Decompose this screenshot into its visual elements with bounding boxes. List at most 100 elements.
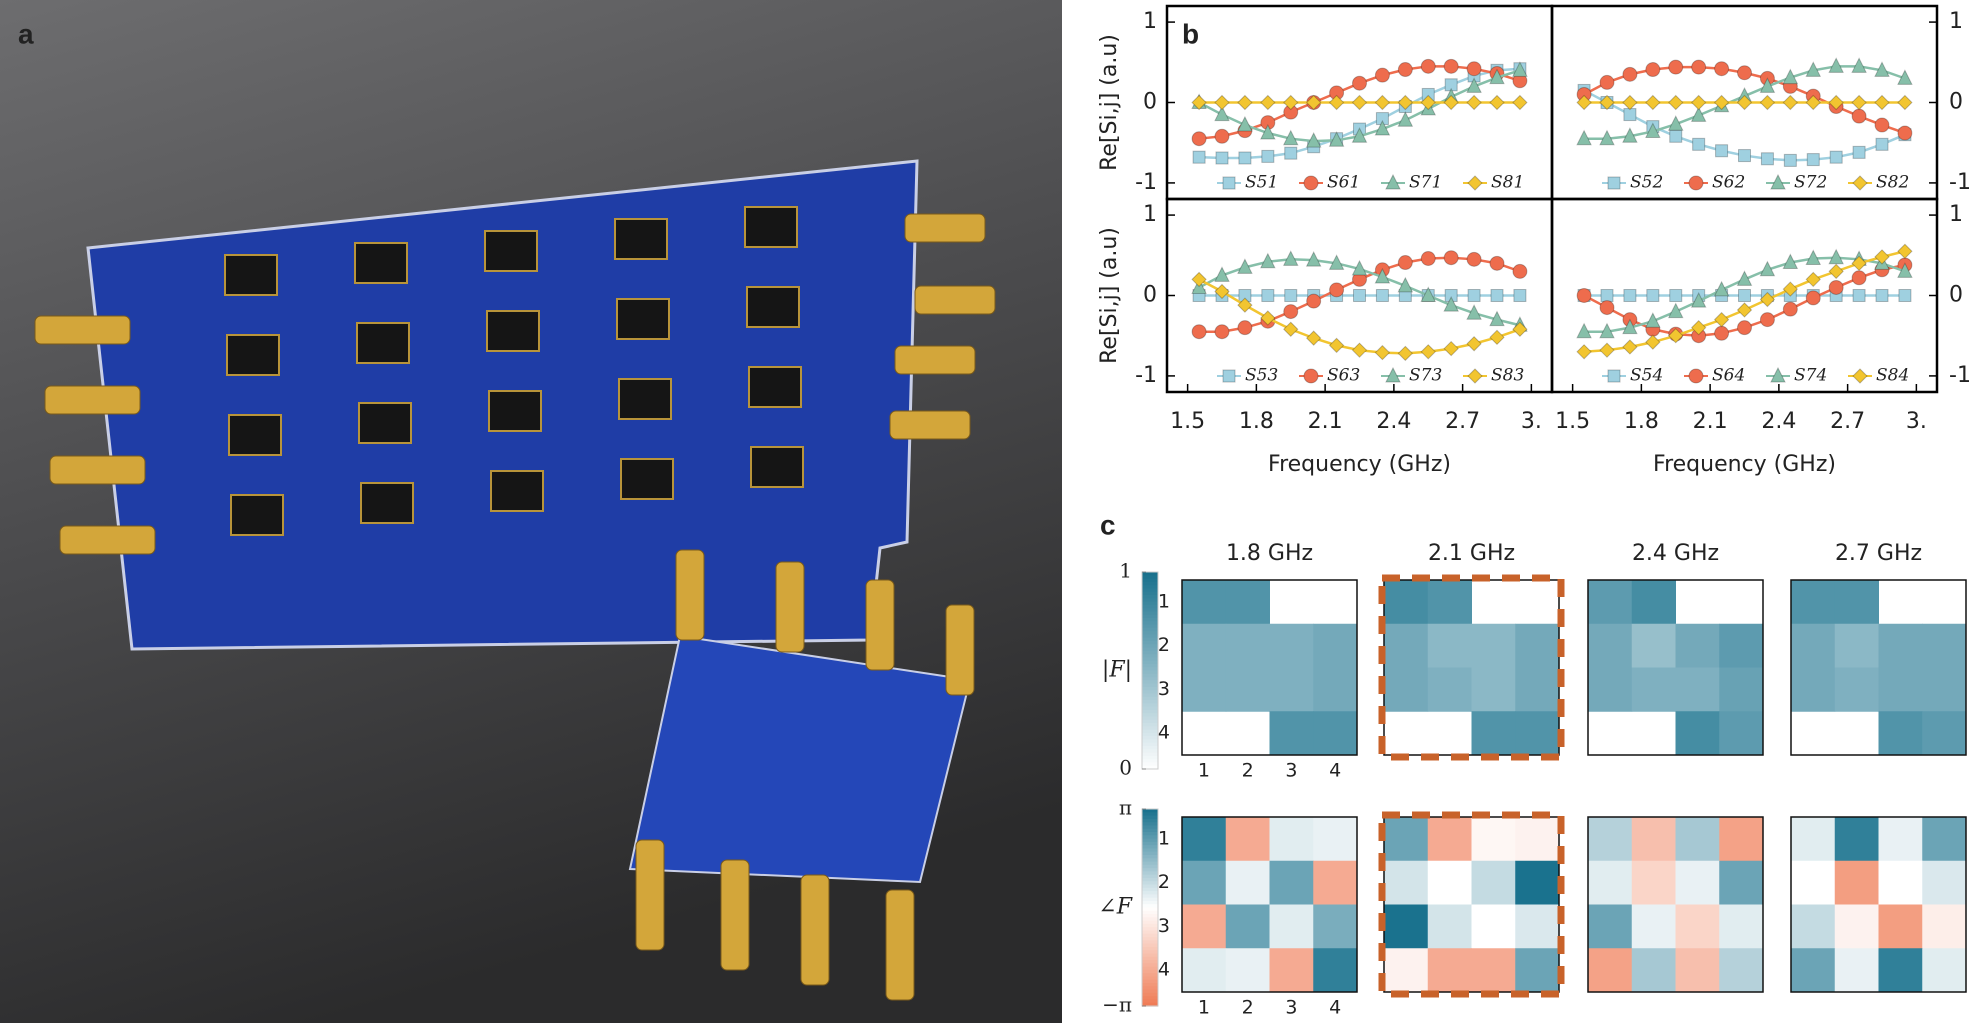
- chip: [356, 322, 410, 364]
- legend-marker: [1222, 176, 1236, 190]
- marker: [1805, 271, 1821, 288]
- colorbar-step: [1142, 660, 1158, 665]
- heatmap-cell: [1384, 623, 1429, 668]
- marker: [1282, 129, 1299, 146]
- y-tick-label: -1: [1135, 170, 1157, 195]
- marker: [1738, 149, 1751, 163]
- marker: [1375, 289, 1389, 302]
- colorbar-step: [1142, 759, 1158, 764]
- colorbar-step: [1142, 841, 1158, 846]
- colorbar-step: [1142, 604, 1158, 609]
- y-tick-label: 1: [1143, 9, 1157, 34]
- marker: [1489, 68, 1505, 85]
- marker: [1397, 276, 1414, 293]
- y-tick-label: 1: [1949, 202, 1963, 227]
- marker: [1897, 262, 1913, 278]
- colorbar-step: [1142, 822, 1158, 827]
- marker: [1691, 59, 1707, 75]
- marker: [1576, 94, 1592, 111]
- heatmap-cell: [1427, 860, 1472, 905]
- marker: [1443, 94, 1459, 111]
- marker: [1214, 283, 1230, 300]
- x-tick-label: 3.: [1906, 409, 1927, 434]
- marker: [1759, 291, 1776, 308]
- colorbar-step: [1142, 719, 1158, 724]
- colorbar-step: [1142, 900, 1158, 905]
- colorbar-step: [1142, 953, 1158, 958]
- connector: [865, 579, 895, 671]
- marker: [1782, 301, 1798, 317]
- marker: [1736, 270, 1753, 286]
- marker: [1237, 320, 1253, 336]
- colorbar-step: [1142, 937, 1158, 941]
- colorbar-step: [1142, 736, 1158, 741]
- heatmap-cell: [1675, 904, 1720, 949]
- heatmap-cell: [1269, 948, 1314, 993]
- marker: [1897, 125, 1913, 141]
- heatmap-cell: [1313, 860, 1358, 905]
- x-axis-label: Frequency (GHz): [1653, 452, 1836, 477]
- colorbar-step: [1142, 851, 1158, 856]
- heatmap-cell: [1515, 948, 1560, 993]
- colorbar-step: [1142, 956, 1158, 961]
- marker: [1690, 319, 1707, 336]
- heatmap-title: 2.4 GHz: [1632, 541, 1719, 566]
- colorbar-step: [1142, 581, 1158, 586]
- heatmap-cell: [1515, 860, 1560, 905]
- marker: [1284, 146, 1298, 160]
- chip: [748, 366, 802, 408]
- marker: [1829, 150, 1843, 164]
- marker: [1467, 289, 1481, 302]
- marker: [1466, 304, 1482, 320]
- colorbar-step: [1142, 594, 1158, 599]
- connector: [904, 213, 986, 243]
- heatmap-cell: [1719, 711, 1764, 756]
- marker: [1759, 312, 1775, 328]
- y-tick-label: 0: [1949, 283, 1963, 308]
- heatmap-cell: [1182, 623, 1227, 668]
- heatmap-cell: [1922, 711, 1967, 756]
- marker: [1214, 105, 1230, 122]
- connector: [635, 839, 665, 951]
- marker: [1329, 282, 1345, 298]
- marker: [1352, 75, 1367, 91]
- marker: [1759, 260, 1776, 277]
- heatmap-cell: [1922, 904, 1967, 949]
- colorbar-step: [1142, 933, 1158, 938]
- marker: [1667, 115, 1684, 131]
- heatmap-cell: [1719, 948, 1764, 993]
- marker: [1874, 249, 1890, 265]
- colorbar-step: [1142, 686, 1158, 691]
- row-label: 4: [1158, 722, 1170, 744]
- marker: [1283, 304, 1299, 320]
- heatmap-cell: [1225, 580, 1270, 625]
- chip: [620, 458, 674, 500]
- marker: [1599, 129, 1615, 146]
- heatmap-cell: [1269, 667, 1314, 712]
- legend-marker: [1222, 369, 1236, 383]
- marker: [1420, 251, 1436, 267]
- colorbar-step: [1142, 575, 1158, 580]
- heatmap-frame: [1587, 816, 1764, 993]
- colorbar-step: [1142, 631, 1158, 635]
- heatmap-frame: [1790, 579, 1967, 756]
- connector: [894, 345, 976, 375]
- heatmap-cell: [1631, 904, 1676, 949]
- heatmap-cell: [1719, 860, 1764, 905]
- marker: [1305, 330, 1322, 346]
- y-tick-label: 0: [1143, 90, 1157, 115]
- y-tick-label: 1: [1949, 9, 1963, 34]
- legend-label: S72: [1794, 173, 1827, 193]
- colorbar-step: [1142, 877, 1158, 882]
- heatmap-cell: [1834, 948, 1879, 993]
- y-tick-label: -1: [1949, 363, 1971, 388]
- colorbar-step: [1142, 755, 1158, 760]
- legend-marker: [1607, 176, 1621, 190]
- marker: [1668, 328, 1684, 344]
- marker: [1690, 292, 1707, 308]
- connector: [885, 889, 915, 1001]
- colorbar-step: [1142, 726, 1158, 731]
- heatmap-cell: [1631, 948, 1676, 993]
- colorbar-step: [1142, 891, 1158, 895]
